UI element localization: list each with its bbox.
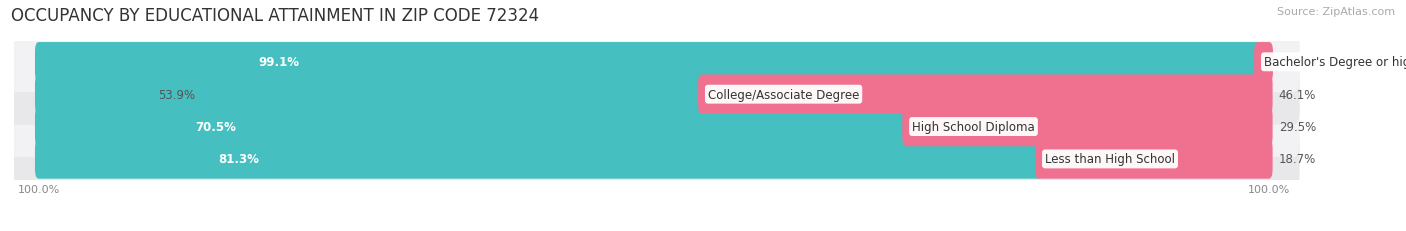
Text: Less than High School: Less than High School <box>1045 153 1175 166</box>
Text: 0.93%: 0.93% <box>1279 56 1316 69</box>
Text: Source: ZipAtlas.com: Source: ZipAtlas.com <box>1277 7 1395 17</box>
Text: 99.1%: 99.1% <box>259 56 299 69</box>
Text: OCCUPANCY BY EDUCATIONAL ATTAINMENT IN ZIP CODE 72324: OCCUPANCY BY EDUCATIONAL ATTAINMENT IN Z… <box>11 7 540 25</box>
FancyBboxPatch shape <box>35 140 1043 179</box>
FancyBboxPatch shape <box>35 43 1261 82</box>
Text: 53.9%: 53.9% <box>157 88 195 101</box>
FancyBboxPatch shape <box>8 129 1299 189</box>
Text: 29.5%: 29.5% <box>1279 121 1316 134</box>
Text: Bachelor's Degree or higher: Bachelor's Degree or higher <box>1264 56 1406 69</box>
FancyBboxPatch shape <box>35 107 910 147</box>
FancyBboxPatch shape <box>1035 140 1272 179</box>
Text: 70.5%: 70.5% <box>195 121 236 134</box>
FancyBboxPatch shape <box>35 75 706 114</box>
FancyBboxPatch shape <box>8 32 1299 93</box>
Text: 46.1%: 46.1% <box>1279 88 1316 101</box>
FancyBboxPatch shape <box>1254 43 1272 82</box>
Text: 81.3%: 81.3% <box>219 153 260 166</box>
Text: 18.7%: 18.7% <box>1279 153 1316 166</box>
Text: High School Diploma: High School Diploma <box>912 121 1035 134</box>
Text: College/Associate Degree: College/Associate Degree <box>707 88 859 101</box>
FancyBboxPatch shape <box>697 75 1272 114</box>
FancyBboxPatch shape <box>903 107 1272 147</box>
FancyBboxPatch shape <box>8 64 1299 125</box>
FancyBboxPatch shape <box>8 97 1299 157</box>
